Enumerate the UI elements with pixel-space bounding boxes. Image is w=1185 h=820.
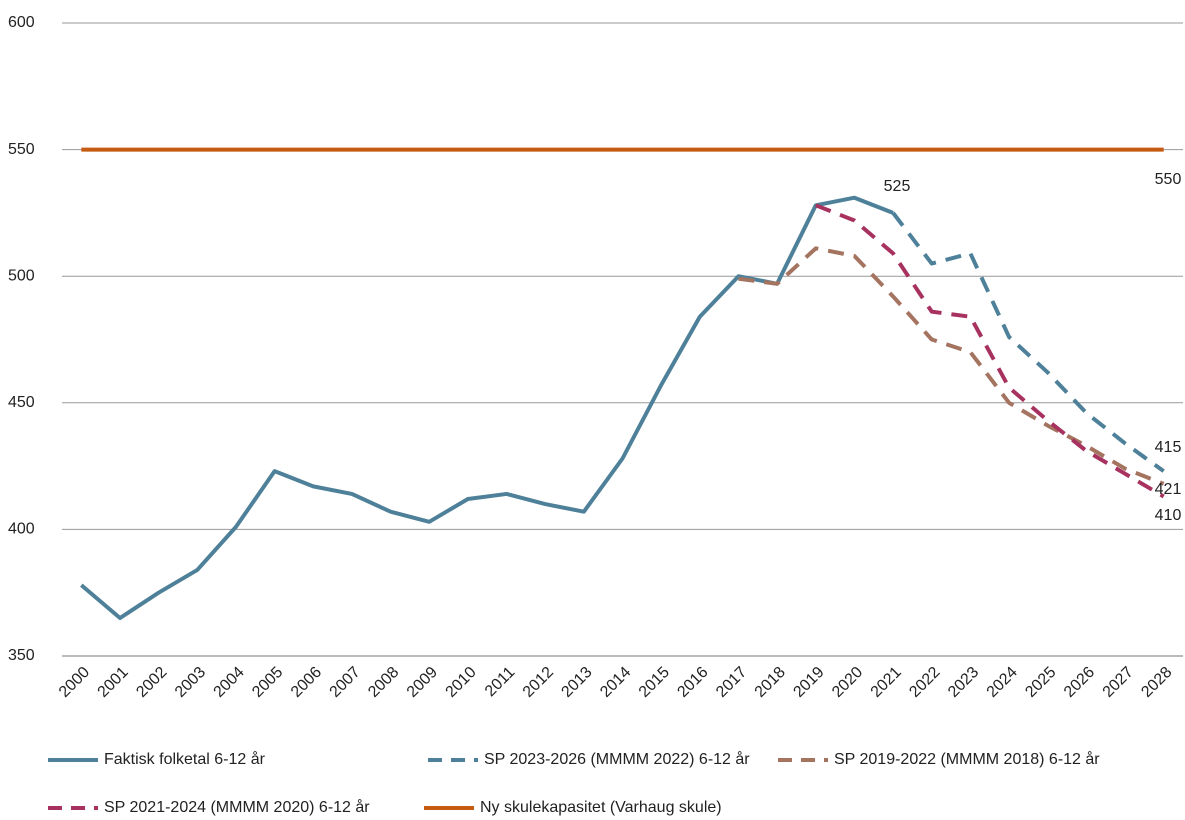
- x-tick-label: 2015: [636, 664, 673, 701]
- series-line: [891, 211, 1165, 473]
- annotation: 415: [1155, 439, 1182, 456]
- x-tick-label: 2017: [713, 664, 750, 701]
- annotation: 525: [884, 178, 911, 195]
- series-line: [80, 195, 894, 621]
- legend-label: SP 2019-2022 (MMMM 2018) 6-12 år: [834, 750, 1100, 768]
- x-tick-label: 2006: [288, 664, 325, 701]
- x-tick-label: 2013: [558, 664, 595, 701]
- x-tick-label: 2019: [790, 664, 827, 701]
- x-tick-label: 2014: [597, 664, 634, 701]
- x-tick-label: 2025: [1022, 664, 1059, 701]
- x-tick-label: 2003: [172, 664, 209, 701]
- annotation: 410: [1155, 507, 1182, 524]
- y-tick-label: 600: [8, 14, 35, 31]
- x-tick-label: 2016: [674, 664, 711, 701]
- x-tick-label: 2023: [945, 664, 982, 701]
- annotation: 550: [1155, 171, 1182, 188]
- legend-label: Faktisk folketal 6-12 år: [104, 750, 266, 768]
- y-tick-label: 500: [8, 267, 35, 284]
- x-tick-label: 2000: [56, 664, 93, 701]
- annotation: 421: [1155, 481, 1182, 498]
- x-tick-label: 2018: [752, 664, 789, 701]
- x-tick-label: 2005: [249, 664, 286, 701]
- series-line: [738, 246, 1165, 486]
- legend-label: SP 2023-2026 (MMMM 2022) 6-12 år: [484, 750, 750, 768]
- y-tick-label: 450: [8, 394, 35, 411]
- x-tick-label: 2012: [520, 664, 557, 701]
- legend-label: SP 2021-2024 (MMMM 2020) 6-12 år: [104, 798, 370, 816]
- x-tick-label: 2002: [133, 664, 170, 701]
- y-tick-label: 350: [8, 647, 35, 664]
- x-tick-label: 2009: [404, 664, 441, 701]
- x-tick-label: 2028: [1138, 664, 1175, 701]
- y-tick-label: 400: [8, 521, 35, 538]
- x-tick-label: 2010: [443, 664, 480, 701]
- x-tick-label: 2021: [868, 664, 905, 701]
- x-tick-label: 2008: [365, 664, 402, 701]
- x-tick-label: 2026: [1061, 664, 1098, 701]
- x-tick-label: 2004: [211, 664, 248, 701]
- x-tick-label: 2011: [482, 664, 518, 700]
- x-tick-label: 2022: [906, 664, 943, 701]
- x-tick-label: 2001: [95, 664, 132, 701]
- y-tick-label: 550: [8, 141, 35, 158]
- x-tick-label: 2007: [327, 664, 364, 701]
- x-tick-label: 2020: [829, 664, 866, 701]
- x-tick-label: 2024: [984, 664, 1021, 701]
- x-tick-label: 2027: [1100, 664, 1137, 701]
- series-line: [815, 203, 1165, 499]
- legend-label: Ny skulekapasitet (Varhaug skule): [480, 799, 722, 816]
